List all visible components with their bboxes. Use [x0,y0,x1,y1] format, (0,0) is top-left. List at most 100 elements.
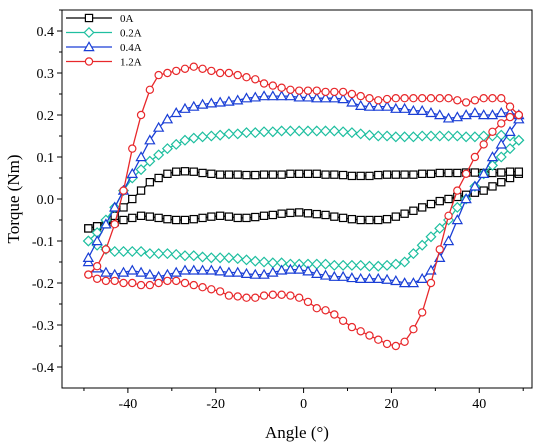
data-point [154,213,163,223]
data-point [460,193,472,204]
data-point [294,169,304,178]
data-point [330,212,339,221]
data-point [365,171,374,181]
data-point [284,90,297,101]
data-point [215,211,225,220]
data-point [179,264,191,275]
data-point [179,250,191,262]
data-point [153,248,165,260]
data-point [319,92,332,103]
data-point [233,292,242,301]
data-point [319,269,332,280]
axes-layer: -40 -20 0 20 40 -0.4 -0.3 -0.2 -0.1 0.0 0.1 0.2 0.3 0… [32,9,524,412]
data-point [312,304,321,313]
data-point [514,110,524,120]
data-point [293,125,305,137]
data-point [276,125,288,137]
data-point [198,64,207,74]
data-point [251,293,260,302]
data-point [101,245,111,254]
data-point [293,91,305,102]
data-point [249,255,261,267]
data-point [294,86,304,95]
data-point [207,169,216,178]
data-point [451,111,464,122]
data-point [223,128,235,140]
data-point [259,291,269,300]
data-point [505,112,515,122]
data-point [400,93,409,103]
data-point [407,248,419,260]
data-point [267,126,279,138]
data-point [214,96,226,107]
data-point [180,64,190,74]
data-point [337,259,349,271]
data-point [110,276,119,286]
x-tick-label: -20 [206,397,225,412]
data-point [434,222,446,234]
data-point [363,100,376,111]
data-point [400,209,409,218]
data-point [391,212,401,221]
legend-marker [83,26,95,39]
data-point [240,267,253,278]
data-point [504,143,516,155]
data-point [251,75,260,84]
data-point [461,98,471,107]
data-point [435,196,444,206]
data-point [172,66,181,76]
data-point [136,211,146,220]
data-point [461,169,471,178]
data-point [119,215,128,225]
data-point [277,290,286,299]
data-point [126,167,138,178]
data-point [277,209,286,218]
data-point [233,70,242,80]
data-point [284,125,296,137]
data-point [100,266,112,277]
data-point [233,170,242,179]
data-point [154,173,163,183]
data-point [435,93,444,103]
data-point [224,291,234,300]
data-point [205,97,218,108]
data-point [374,215,383,225]
data-point [144,155,156,167]
data-point [268,210,278,220]
data-point [338,170,348,180]
data-point [277,170,286,179]
data-point [479,186,488,195]
data-point [128,278,137,288]
data-point [135,164,147,176]
data-point [268,170,278,179]
data-point [356,327,365,336]
data-point [161,113,174,124]
data-point [400,170,409,179]
data-point [207,285,216,294]
data-point [400,337,409,346]
data-point [337,93,349,104]
y-tick-label: 0.0 [37,193,55,208]
data-point [101,276,111,286]
data-point [453,96,462,105]
data-point [258,90,270,101]
data-point [444,194,453,204]
data-point [170,266,182,277]
data-point [92,274,102,283]
data-point [365,331,374,340]
data-point [126,245,138,258]
data-point [302,125,314,137]
data-point [321,210,330,220]
data-point [163,169,172,178]
data-point [144,268,156,279]
data-point [504,125,516,136]
data-point [197,251,209,263]
data-point [416,130,428,142]
data-point [346,127,358,139]
data-point [390,258,402,270]
data-point [109,201,121,212]
data-point [172,215,181,225]
data-point [135,245,147,258]
data-point [312,86,321,95]
data-point [381,100,393,111]
